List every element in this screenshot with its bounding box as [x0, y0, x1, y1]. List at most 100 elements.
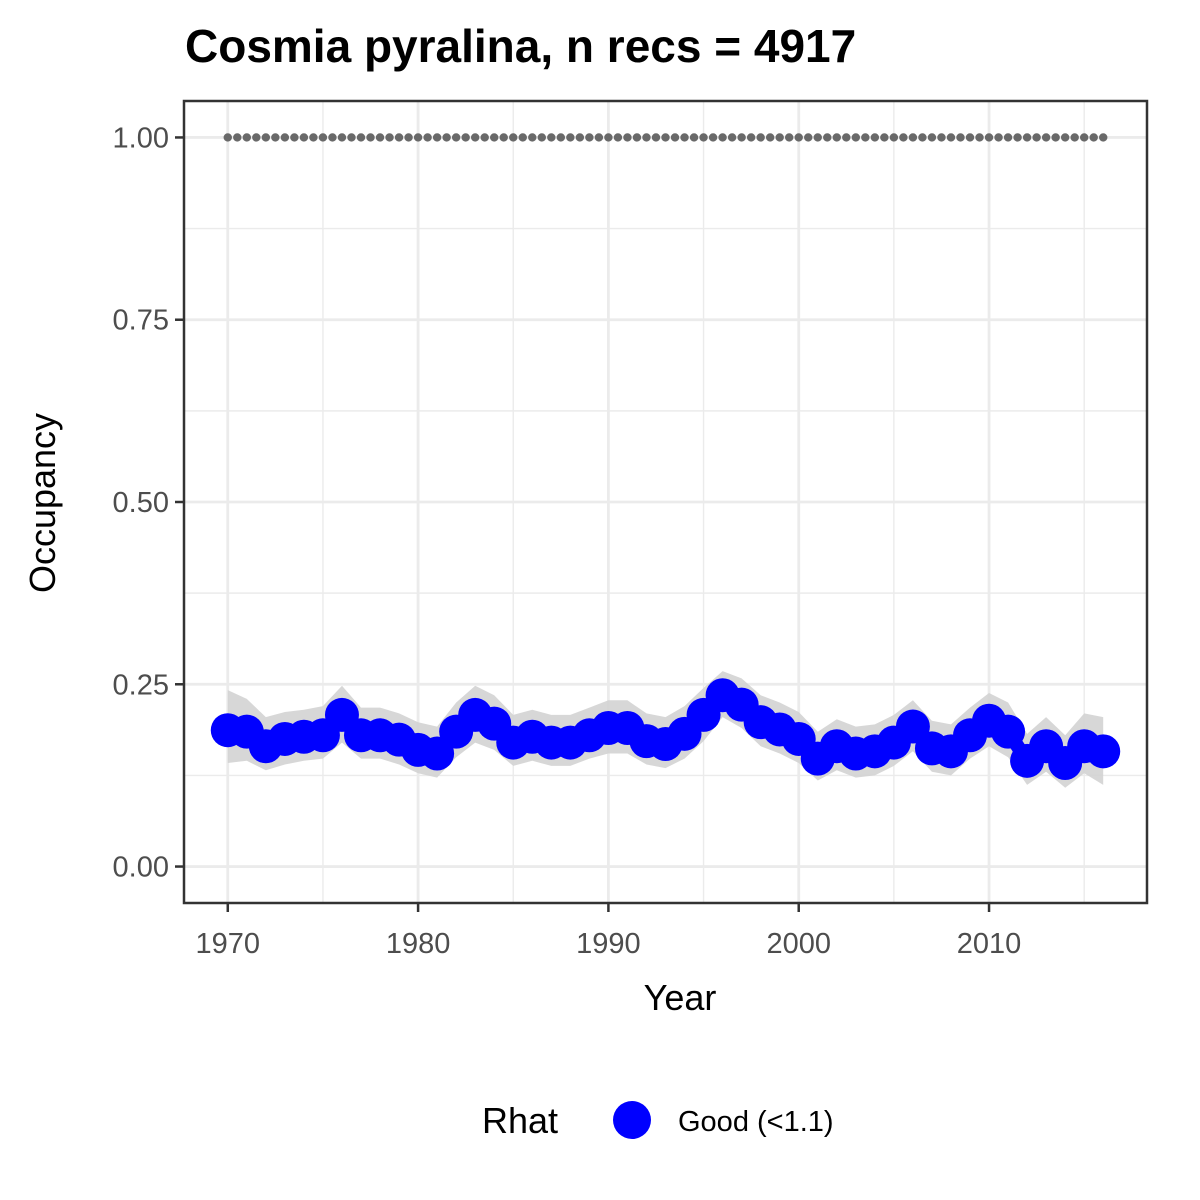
- reference-point-mid: [708, 133, 718, 142]
- reference-point-mid: [366, 133, 375, 142]
- y-tick-label: 0.00: [113, 852, 169, 884]
- reference-point: [604, 133, 613, 142]
- reference-point: [1003, 133, 1013, 142]
- reference-point: [623, 133, 632, 142]
- reference-point: [832, 133, 841, 142]
- reference-point: [432, 133, 442, 142]
- reference-point: [851, 133, 861, 142]
- reference-point-mid: [899, 133, 908, 142]
- reference-point: [794, 133, 803, 142]
- reference-point: [509, 133, 518, 142]
- reference-point: [280, 133, 290, 142]
- occupancy-series-layer: [210, 678, 1121, 781]
- reference-point-mid: [937, 133, 946, 142]
- reference-point: [642, 133, 651, 142]
- reference-point-mid: [1013, 133, 1022, 142]
- reference-point-mid: [423, 133, 432, 142]
- reference-point: [1022, 133, 1032, 142]
- reference-point: [946, 133, 956, 142]
- reference-point-mid: [499, 133, 508, 142]
- legend-label-good: Good (<1.1): [678, 1106, 834, 1138]
- reference-point: [451, 133, 461, 142]
- plot-panel: [184, 101, 1147, 903]
- reference-point: [775, 133, 784, 142]
- y-tick-label: 0.50: [113, 487, 169, 519]
- reference-point-mid: [537, 133, 546, 142]
- occupancy-point-1981: [420, 736, 455, 771]
- reference-point: [1060, 133, 1070, 142]
- reference-point-mid: [994, 133, 1003, 142]
- occupancy-point-2006: [895, 709, 930, 744]
- occupancy-point-2016: [1086, 734, 1121, 769]
- reference-point: [1079, 133, 1089, 142]
- reference-point-mid: [594, 133, 604, 142]
- reference-point: [470, 133, 480, 142]
- x-axis-title: Year: [644, 977, 717, 1018]
- reference-point-mid: [1051, 133, 1060, 142]
- reference-point: [908, 133, 918, 142]
- reference-point-mid: [309, 133, 318, 142]
- reference-point-mid: [956, 133, 965, 142]
- occupancy-point-2011: [991, 714, 1026, 749]
- x-tick-label: 1970: [196, 928, 261, 960]
- reference-point-mid: [670, 133, 680, 142]
- reference-point-mid: [785, 133, 794, 142]
- reference-point-mid: [480, 133, 489, 142]
- reference-point-mid: [252, 133, 261, 142]
- reference-point: [318, 133, 328, 142]
- reference-point-mid: [575, 133, 585, 142]
- reference-series-layer: [223, 133, 1108, 142]
- y-axis-title: Occupancy: [22, 413, 63, 593]
- reference-point-mid: [651, 133, 661, 142]
- reference-point-mid: [385, 133, 394, 142]
- reference-point-mid: [842, 133, 851, 142]
- reference-point: [737, 133, 746, 142]
- reference-point: [718, 133, 727, 142]
- reference-point: [356, 133, 366, 142]
- reference-point: [680, 133, 689, 142]
- reference-point: [547, 133, 556, 142]
- reference-point: [337, 133, 347, 142]
- reference-point: [242, 133, 252, 142]
- reference-point: [299, 133, 309, 142]
- axes-layer: 0.00 0.25 0.50 0.75 1.00 1970 1980 1990 2000 2010: [113, 99, 1149, 960]
- x-tick-label: 1990: [576, 928, 641, 960]
- legend: Rhat Good (<1.1): [482, 1100, 834, 1141]
- x-tick-label: 2010: [957, 928, 1022, 960]
- reference-point: [490, 133, 499, 142]
- reference-point-mid: [823, 133, 832, 142]
- reference-point: [965, 133, 975, 142]
- reference-point-mid: [556, 133, 566, 142]
- reference-point: [699, 133, 708, 142]
- x-tick-label: 1980: [386, 928, 451, 960]
- reference-point-mid: [404, 133, 413, 142]
- reference-point-mid: [975, 133, 984, 142]
- legend-title: Rhat: [482, 1100, 558, 1141]
- reference-point: [870, 133, 880, 142]
- chart-title: Cosmia pyralina, n recs = 4917: [185, 20, 856, 72]
- x-tick-label: 2000: [766, 928, 831, 960]
- reference-point-mid: [613, 133, 623, 142]
- reference-point: [394, 133, 404, 142]
- reference-point: [375, 133, 385, 142]
- reference-point: [813, 133, 822, 142]
- reference-point: [1041, 133, 1051, 142]
- reference-point: [223, 133, 232, 142]
- reference-point: [528, 133, 537, 142]
- reference-point-mid: [1070, 133, 1079, 142]
- reference-point: [261, 133, 271, 142]
- y-tick-label: 0.25: [113, 669, 169, 701]
- reference-point-mid: [918, 133, 927, 142]
- reference-point-mid: [442, 133, 451, 142]
- reference-point: [1099, 133, 1108, 142]
- reference-point-mid: [765, 133, 775, 142]
- reference-point: [889, 133, 899, 142]
- reference-point-mid: [689, 133, 699, 142]
- reference-point: [413, 133, 423, 142]
- reference-point-mid: [328, 133, 337, 142]
- reference-point-mid: [461, 133, 470, 142]
- reference-point-mid: [271, 133, 280, 142]
- reference-point: [661, 133, 670, 142]
